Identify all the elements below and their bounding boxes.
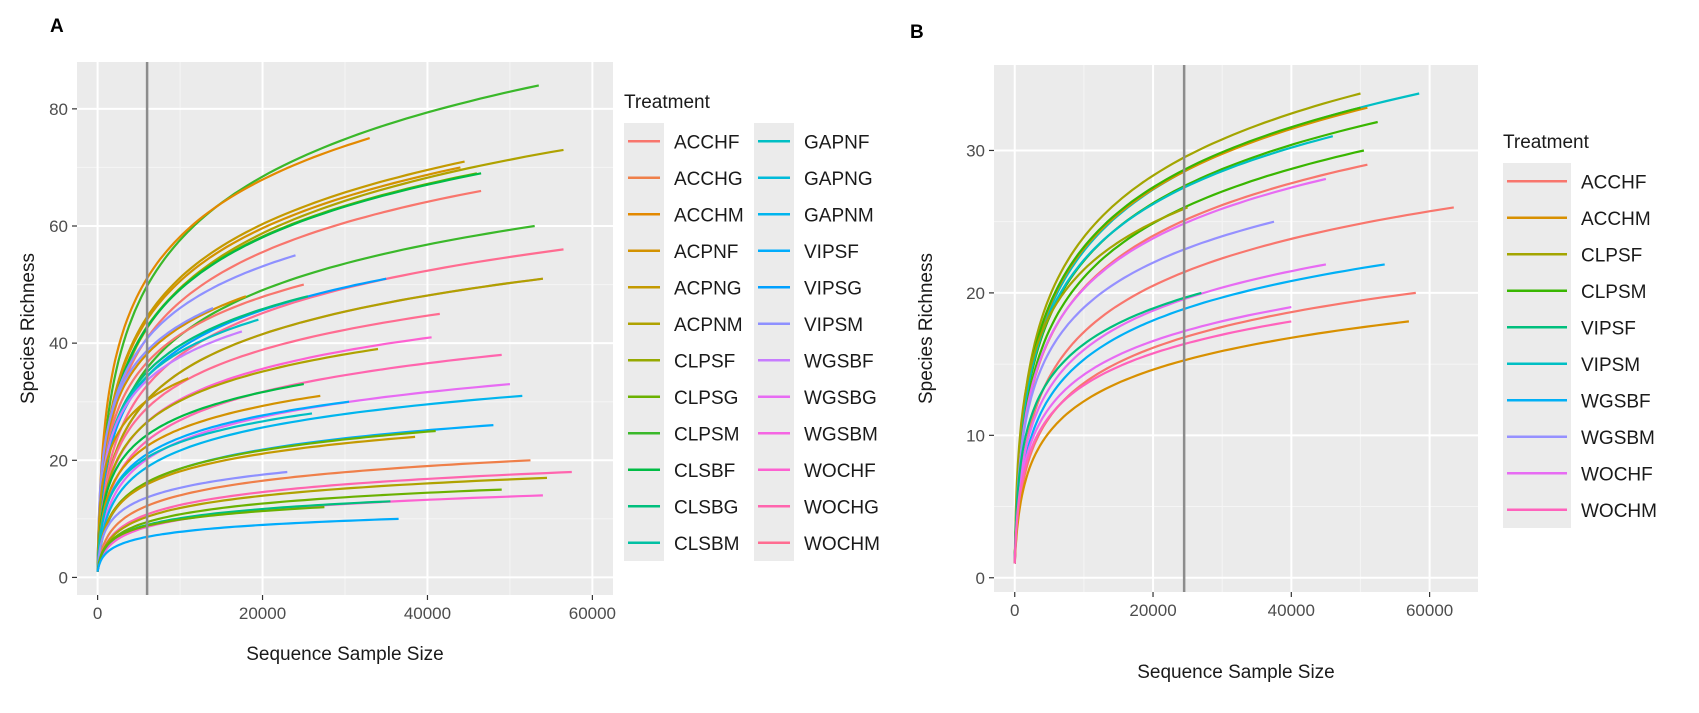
legend-label-wochf: WOCHF — [1581, 464, 1653, 485]
x-tick-label: 0 — [93, 604, 102, 623]
legend-label-wgsbm: WGSBM — [1581, 428, 1655, 449]
legend-label-clpsm: CLPSM — [674, 424, 739, 445]
legend-label-acchf: ACCHF — [1581, 172, 1646, 193]
series-line-vipsm — [96, 306, 214, 572]
legend-label-clpsg: CLPSG — [674, 388, 738, 409]
legend-title: Treatment — [1503, 132, 1590, 153]
legend-label-vipsm: VIPSM — [804, 315, 863, 336]
x-tick-label: 0 — [1010, 601, 1019, 620]
y-tick-label: 60 — [49, 217, 68, 236]
legend-label-wgsbg: WGSBG — [804, 388, 877, 409]
legend-label-wgsbf: WGSBF — [1581, 391, 1651, 412]
y-tick-label: 10 — [966, 426, 985, 445]
plot-background — [994, 65, 1478, 592]
series-line-vipsf — [1013, 291, 1202, 564]
series-line-acchg — [96, 459, 531, 572]
legend-label-vipsf: VIPSF — [804, 242, 859, 263]
x-axis-title: Sequence Sample Size — [1137, 662, 1335, 683]
legend-label-acchf: ACCHF — [674, 132, 739, 153]
y-tick-label: 40 — [49, 334, 68, 353]
y-tick-label: 0 — [59, 568, 68, 587]
x-tick-label: 60000 — [1406, 601, 1453, 620]
legend-label-vipsf: VIPSF — [1581, 318, 1636, 339]
legend-label-wochm: WOCHM — [1581, 501, 1657, 522]
series-line-clpsf — [1013, 206, 1189, 564]
legend-key-background — [1503, 163, 1571, 528]
legend-label-acpnf: ACPNF — [674, 242, 738, 263]
legend-key-background — [624, 123, 664, 561]
legend-label-acchg: ACCHG — [674, 169, 743, 190]
series-line-gapnm — [96, 394, 523, 572]
legend-label-wgsbf: WGSBF — [804, 351, 874, 372]
x-axis-title: Sequence Sample Size — [246, 644, 444, 665]
y-tick-label: 20 — [49, 451, 68, 470]
y-tick-label: 30 — [966, 141, 985, 160]
series-line-vipsm — [96, 470, 288, 572]
series-line-wochf — [1013, 263, 1327, 564]
series-line-wochm — [1013, 320, 1292, 564]
y-tick-label: 80 — [49, 100, 68, 119]
legend-label-gapnm: GAPNM — [804, 205, 874, 226]
legend-label-acchm: ACCHM — [1581, 209, 1651, 230]
legend-label-clpsf: CLPSF — [1581, 245, 1642, 266]
series-line-gapnf — [96, 412, 313, 572]
series-line-acpng — [96, 377, 189, 572]
y-axis-title: Species Richness — [916, 253, 937, 404]
panel-label-a: A — [50, 16, 64, 37]
legend-label-wochm: WOCHM — [804, 534, 880, 555]
legend-key-background — [754, 123, 794, 561]
x-tick-label: 40000 — [1268, 601, 1315, 620]
legend-label-acchm: ACCHM — [674, 205, 744, 226]
legend-label-gapng: GAPNG — [804, 169, 873, 190]
chart-a: 0 20000 40000 60000 0 20 40 60 80 Sequence Sample… — [18, 62, 880, 665]
legend-label-wgsbm: WGSBM — [804, 424, 878, 445]
legend-label-gapnf: GAPNF — [804, 132, 869, 153]
legend-label-acpnm: ACPNM — [674, 315, 743, 336]
series-line-wgsbg — [96, 383, 510, 572]
panel-label-b: B — [910, 22, 924, 43]
legend-label-vipsm: VIPSM — [1581, 355, 1640, 376]
y-axis-title: Species Richness — [18, 253, 39, 404]
x-tick-label: 20000 — [239, 604, 286, 623]
x-tick-label: 20000 — [1129, 601, 1176, 620]
series-line-acchm — [1013, 320, 1410, 564]
legend-label-acpng: ACPNG — [674, 278, 742, 299]
legend-label-clsbf: CLSBF — [674, 461, 735, 482]
x-tick-label: 40000 — [404, 604, 451, 623]
chart-b: 0 20000 40000 60000 0 10 20 30 Sequence Sample S… — [916, 65, 1657, 683]
y-tick-label: 20 — [966, 284, 985, 303]
legend-label-clpsm: CLPSM — [1581, 282, 1646, 303]
series-line-vipsf — [96, 517, 399, 572]
legend-label-vipsg: VIPSG — [804, 278, 862, 299]
legend-label-wochg: WOCHG — [804, 497, 879, 518]
legend-label-clsbm: CLSBM — [674, 534, 739, 555]
legend-title: Treatment — [624, 92, 711, 113]
legend-label-wochf: WOCHF — [804, 461, 876, 482]
legend-label-clsbg: CLSBG — [674, 497, 738, 518]
y-tick-label: 0 — [976, 569, 985, 588]
series-line-acchm — [96, 137, 371, 572]
legend-label-clpsf: CLPSF — [674, 351, 735, 372]
x-tick-label: 60000 — [569, 604, 616, 623]
